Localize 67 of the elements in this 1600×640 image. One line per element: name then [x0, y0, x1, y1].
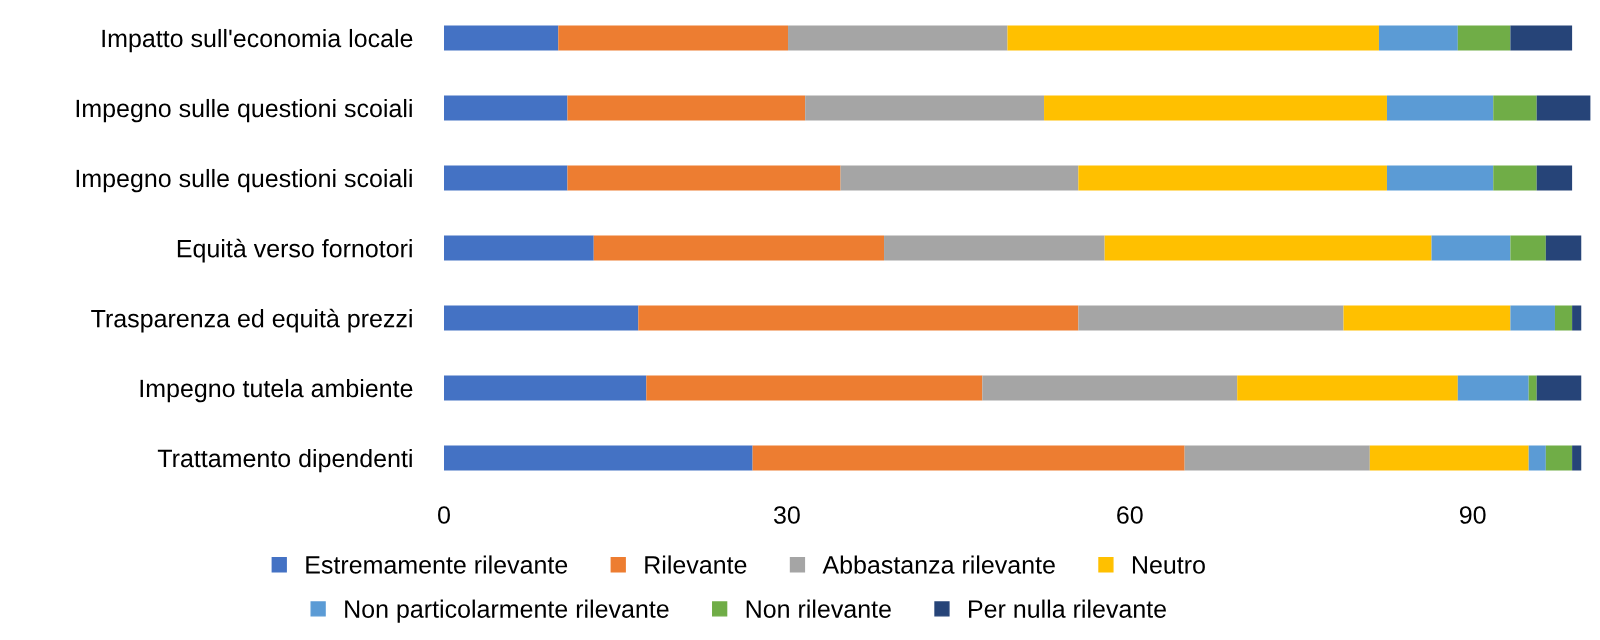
y-tick-label: Trasparenza ed equità prezzi — [91, 308, 412, 333]
x-tick-label: 0 — [438, 506, 450, 524]
bar — [1510, 25, 1573, 51]
legend-label: Neutro — [1132, 556, 1205, 574]
bar — [840, 165, 1079, 191]
bar — [444, 445, 753, 471]
bar — [1078, 305, 1344, 331]
bar — [444, 305, 639, 331]
bar — [1386, 95, 1494, 121]
bar — [1493, 95, 1537, 121]
bar — [1536, 375, 1582, 401]
bar — [1545, 445, 1573, 471]
legend-label: Estremamente rilevante — [306, 555, 568, 574]
bar — [1528, 375, 1537, 401]
x-tick-label: 90 — [1459, 506, 1486, 524]
bar — [1044, 95, 1387, 121]
bar — [593, 235, 885, 261]
bar — [805, 95, 1045, 121]
legend-label: Rilevante — [645, 555, 747, 574]
bar — [1536, 165, 1573, 191]
legend-label: Abbastanza rilevante — [822, 555, 1055, 574]
bar — [638, 305, 1079, 331]
bar — [558, 25, 789, 51]
bar — [444, 25, 559, 51]
x-tick-label: 30 — [773, 506, 800, 524]
bar — [1536, 95, 1591, 121]
bar — [567, 165, 841, 191]
bar — [1237, 375, 1458, 401]
bar — [1554, 305, 1573, 331]
bar — [1545, 235, 1582, 261]
bar — [646, 375, 983, 401]
bar — [1184, 445, 1370, 471]
bar — [567, 95, 806, 121]
y-tick-label: Equità verso fornotori — [177, 238, 412, 263]
y-tick-label: Impegno tutela ambiente — [140, 378, 413, 403]
bar — [982, 375, 1238, 401]
bar — [1572, 445, 1582, 471]
bar — [1104, 235, 1432, 261]
bar — [444, 95, 568, 121]
y-tick-label: Trattamento dipendenti — [157, 448, 412, 473]
legend-label: Non rilevante — [746, 599, 891, 618]
y-tick-label: Impegno sulle questioni scoiali — [76, 168, 412, 193]
bar — [788, 25, 1008, 51]
bar — [752, 445, 1185, 471]
bar — [1510, 305, 1555, 331]
bar — [1510, 235, 1546, 261]
legend-label: Non particolarmente rilevante — [345, 599, 669, 623]
bar — [1572, 305, 1582, 331]
bar — [1007, 25, 1379, 51]
bar — [444, 165, 568, 191]
bar — [1386, 165, 1494, 191]
y-tick-label: Impegno sulle questioni scoiali — [76, 98, 412, 123]
bar — [1457, 25, 1511, 51]
bar — [444, 375, 647, 401]
bar — [444, 235, 594, 261]
bar — [884, 235, 1105, 261]
bar — [1431, 235, 1511, 261]
bar — [1369, 445, 1529, 471]
x-tick-label: 60 — [1117, 506, 1143, 524]
bar — [1493, 165, 1537, 191]
bar — [1457, 375, 1529, 401]
y-tick-label: Impatto sull'economia locale — [102, 28, 413, 53]
legend-label: Per nulla rilevante — [969, 599, 1166, 618]
bar — [1528, 445, 1546, 471]
bar — [1343, 305, 1511, 331]
bar — [1078, 165, 1387, 191]
bar — [1378, 25, 1458, 51]
